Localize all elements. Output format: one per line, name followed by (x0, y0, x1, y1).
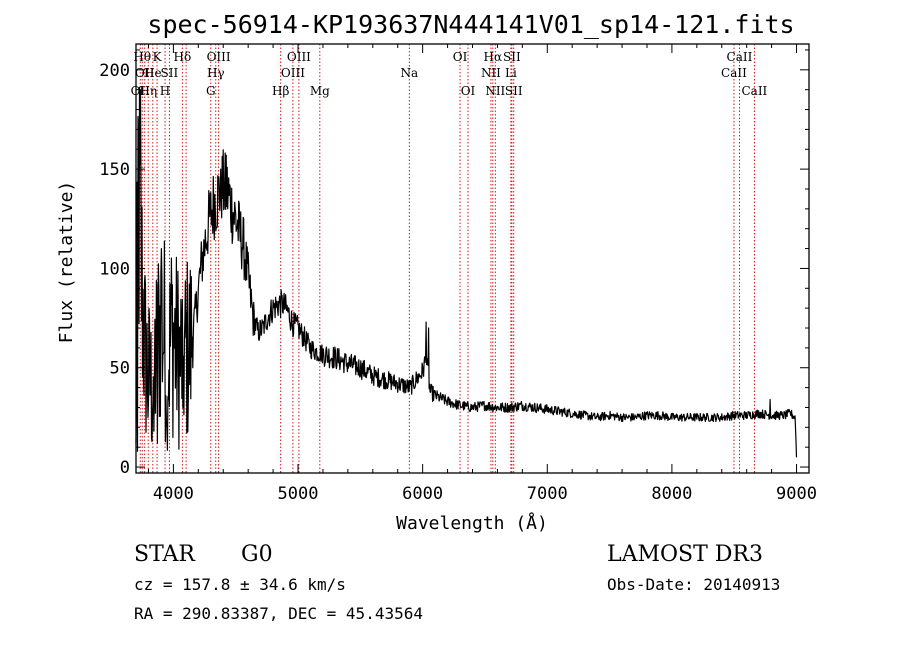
spectral-line-labels: OIIHθOIIHηHeKHSIIHδGHγOIIIHβOIIIOIIIMgNa… (131, 50, 768, 98)
x-axis: 4000 5000 6000 7000 8000 9000 (147, 44, 817, 504)
spectral-line-label-15: OIII (287, 50, 311, 64)
spectral-lines (139, 44, 755, 473)
y-axis: 0 50 100 150 200 (99, 49, 809, 478)
y-tick-label: 0 (120, 458, 130, 478)
spectral-line-label-10: G (206, 84, 216, 98)
spectral-line-label-23: Li (505, 66, 517, 80)
x-tick-label: 4000 (153, 484, 194, 504)
spectral-line-label-16: Mg (310, 84, 330, 98)
y-tick-label: 200 (99, 61, 130, 81)
y-axis-label: Flux (relative) (56, 181, 77, 344)
y-tick-label: 50 (110, 359, 130, 379)
spectral-line-label-8: Hδ (174, 50, 192, 64)
survey-name: LAMOST DR3 (607, 542, 763, 567)
spectral-line-label-21: Hα (484, 50, 503, 64)
spectral-line-label-22: NII (485, 84, 505, 98)
spectral-line-label-3: Hη (139, 84, 157, 98)
spectral-line-label-7: SII (161, 66, 179, 80)
spectral-line-label-27: CaII (727, 50, 753, 64)
spectrum-series-line (135, 86, 798, 458)
y-tick-label: 150 (99, 160, 130, 180)
y-tick-label: 100 (99, 259, 130, 279)
chart-title: spec-56914-KP193637N444141V01_sp14-121.f… (147, 10, 794, 39)
redshift-cz: cz = 157.8 ± 34.6 km/s (134, 575, 346, 594)
object-subclass: G0 (241, 542, 273, 567)
x-tick-label: 7000 (527, 484, 568, 504)
spectral-line-label-26: CaII (721, 66, 747, 80)
spectral-line-label-11: Hγ (207, 66, 225, 80)
spectral-line-label-1: Hθ (133, 50, 151, 64)
spectral-line-label-28: CaII (741, 84, 767, 98)
spectral-line-label-12: OIII (207, 50, 231, 64)
sky-coordinates: RA = 290.83387, DEC = 45.43564 (134, 604, 423, 623)
spectral-line-label-14: OIII (281, 66, 305, 80)
x-tick-label: 6000 (402, 484, 443, 504)
x-tick-label: 9000 (776, 484, 817, 504)
spectral-line-label-17: Na (400, 66, 418, 80)
x-tick-label: 5000 (278, 484, 319, 504)
spectral-line-label-20: NII (481, 66, 501, 80)
spectral-line-label-6: H (160, 84, 170, 98)
spectral-line-label-25: SII (505, 84, 523, 98)
spectral-line-label-19: OI (461, 84, 476, 98)
x-axis-label: Wavelength (Å) (396, 512, 548, 534)
observation-date: Obs-Date: 20140913 (607, 575, 780, 594)
spectral-line-label-18: OI (453, 50, 468, 64)
spectral-line-label-13: Hβ (272, 84, 289, 98)
x-tick-label: 8000 (651, 484, 692, 504)
spectral-line-label-24: SII (503, 50, 521, 64)
spectral-line-label-4: He (144, 66, 162, 80)
object-class: STAR (134, 542, 196, 567)
spectral-line-label-5: K (153, 50, 163, 64)
